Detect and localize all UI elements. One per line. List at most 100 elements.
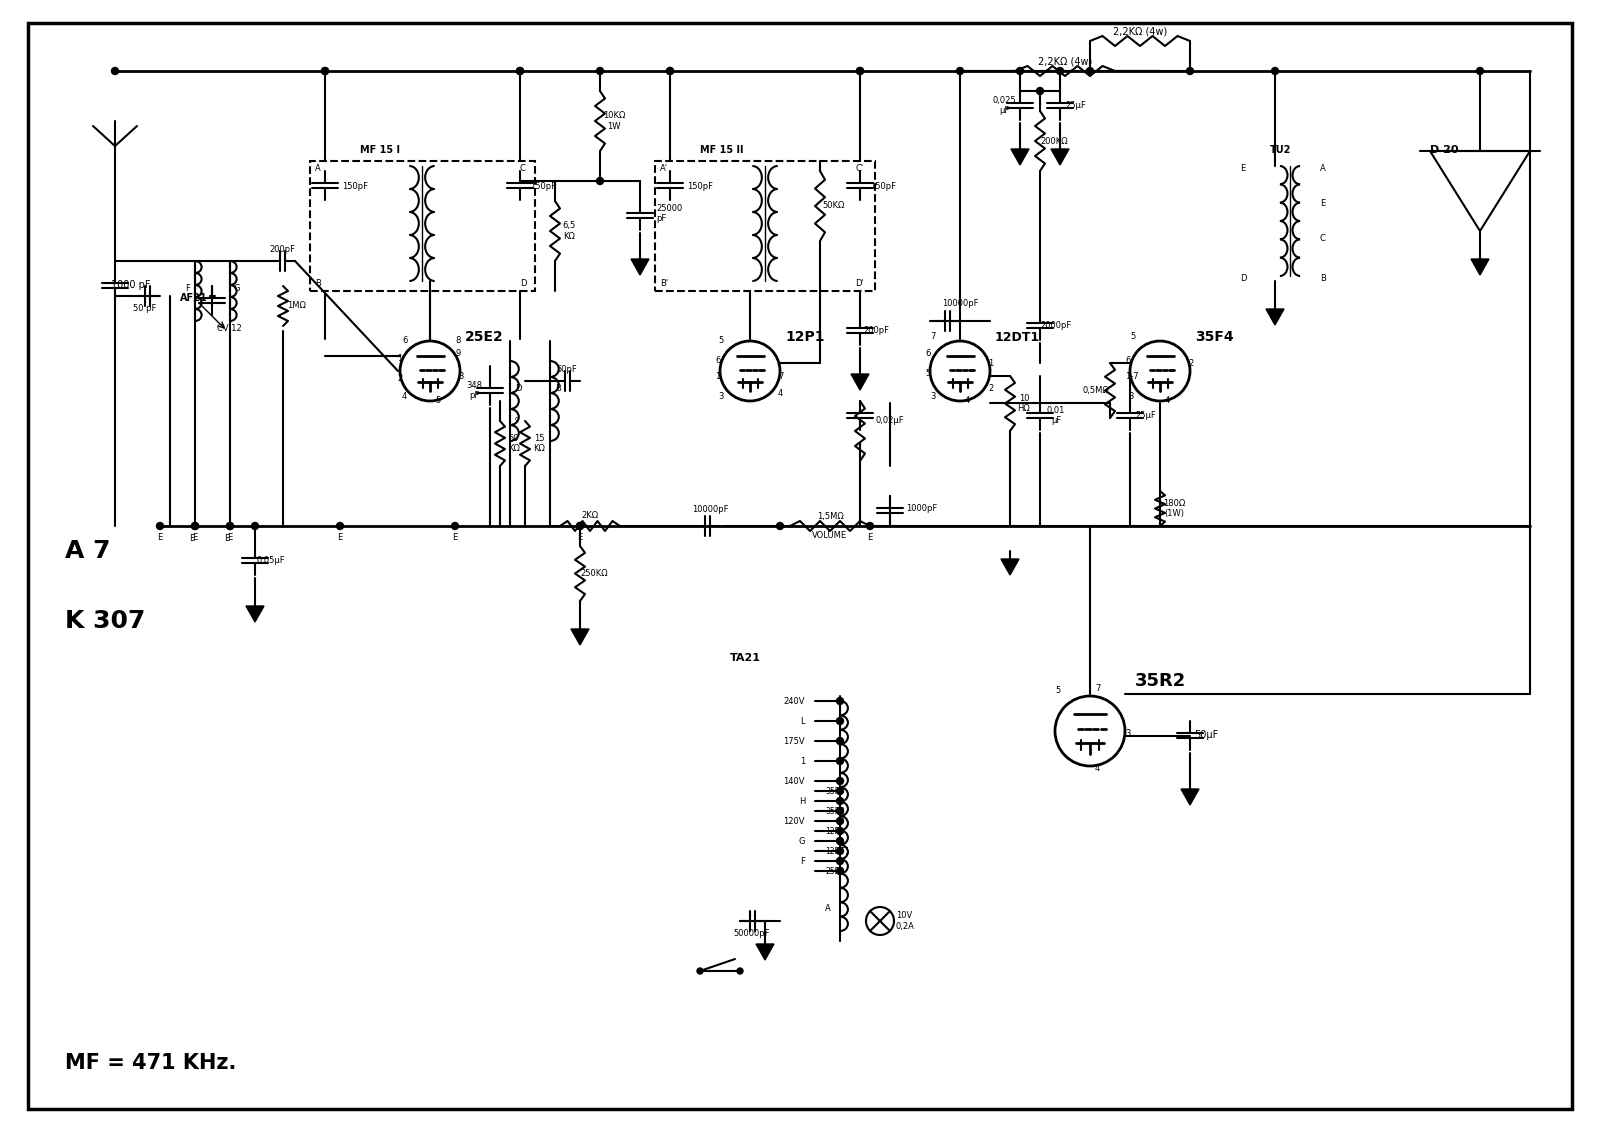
- Text: 200KΩ: 200KΩ: [1040, 137, 1067, 146]
- Text: 4: 4: [1094, 765, 1101, 772]
- Circle shape: [837, 867, 843, 874]
- Circle shape: [322, 68, 328, 75]
- Text: 2KΩ: 2KΩ: [581, 511, 598, 520]
- Text: 5: 5: [435, 396, 440, 405]
- Circle shape: [1086, 68, 1093, 75]
- Text: E: E: [1240, 164, 1245, 173]
- Text: E: E: [227, 533, 232, 542]
- Text: 35R2: 35R2: [826, 806, 845, 815]
- Circle shape: [837, 717, 843, 725]
- Text: 2: 2: [397, 374, 402, 383]
- Circle shape: [667, 68, 674, 75]
- Circle shape: [837, 698, 843, 705]
- Text: H: H: [798, 796, 805, 805]
- Text: 50μF: 50μF: [1194, 731, 1218, 741]
- Text: 200pF: 200pF: [269, 244, 294, 253]
- Circle shape: [837, 808, 843, 814]
- Text: E: E: [189, 534, 195, 543]
- Circle shape: [517, 68, 523, 75]
- Text: 12DT1: 12DT1: [995, 331, 1040, 344]
- Text: L: L: [800, 717, 805, 725]
- Text: MF 15 I: MF 15 I: [360, 145, 400, 155]
- Circle shape: [451, 523, 459, 529]
- Text: 6: 6: [925, 349, 930, 359]
- Text: 120V: 120V: [784, 817, 805, 826]
- Text: 5: 5: [1054, 687, 1061, 696]
- Text: 50
KΩ: 50 KΩ: [509, 434, 520, 454]
- Text: D 20: D 20: [1430, 145, 1459, 155]
- Text: 12DT1: 12DT1: [826, 846, 850, 855]
- Text: 50000pF: 50000pF: [734, 929, 770, 938]
- Text: 348
pF: 348 pF: [466, 381, 482, 400]
- Text: 1: 1: [715, 372, 720, 381]
- Text: 150pF: 150pF: [342, 182, 368, 191]
- Text: A 7: A 7: [66, 539, 110, 563]
- Circle shape: [322, 68, 328, 75]
- Text: 250KΩ: 250KΩ: [581, 569, 608, 578]
- Text: 1000pF: 1000pF: [906, 504, 938, 513]
- Circle shape: [576, 523, 584, 529]
- Bar: [310, 161, 534, 291]
- Text: 1MΩ: 1MΩ: [288, 302, 307, 311]
- Circle shape: [1272, 68, 1278, 75]
- Circle shape: [1037, 87, 1043, 95]
- Text: 0,025
μF: 0,025 μF: [992, 96, 1016, 115]
- Text: 4: 4: [965, 396, 970, 405]
- Text: E: E: [867, 533, 872, 542]
- Text: G: G: [234, 284, 240, 293]
- Text: D': D': [854, 279, 864, 288]
- Circle shape: [837, 857, 843, 864]
- Text: B': B': [661, 279, 669, 288]
- Text: E: E: [157, 533, 163, 542]
- Text: 25E2: 25E2: [466, 330, 504, 344]
- Circle shape: [957, 68, 963, 75]
- Polygon shape: [246, 606, 264, 622]
- Text: 6: 6: [715, 356, 720, 365]
- Text: 12P1: 12P1: [786, 330, 824, 344]
- Text: 5: 5: [1130, 333, 1136, 342]
- Text: 200pF: 200pF: [862, 326, 890, 335]
- Text: 175V: 175V: [784, 736, 805, 745]
- Text: 9: 9: [454, 349, 461, 359]
- Text: C: C: [1320, 234, 1326, 243]
- Circle shape: [1187, 68, 1194, 75]
- Text: 35F4: 35F4: [826, 786, 845, 795]
- Text: 4: 4: [402, 392, 408, 402]
- Circle shape: [837, 737, 843, 744]
- Text: A': A': [661, 164, 669, 173]
- Text: 150pF: 150pF: [870, 182, 896, 191]
- Text: 10V: 10V: [896, 912, 912, 921]
- Text: 3: 3: [718, 392, 723, 402]
- Circle shape: [738, 968, 742, 974]
- Circle shape: [837, 837, 843, 845]
- Text: 6: 6: [1125, 356, 1130, 365]
- Text: F: F: [800, 856, 805, 865]
- Circle shape: [1477, 68, 1483, 75]
- Polygon shape: [757, 944, 774, 960]
- Circle shape: [576, 523, 584, 529]
- Circle shape: [837, 847, 843, 855]
- Text: 6: 6: [402, 336, 408, 345]
- Text: 50KΩ: 50KΩ: [822, 201, 845, 210]
- Text: B: B: [555, 385, 562, 392]
- Text: 1: 1: [397, 354, 402, 363]
- Polygon shape: [1051, 149, 1069, 165]
- Text: 7: 7: [1094, 684, 1101, 693]
- Text: 5: 5: [718, 336, 723, 345]
- Text: 10000pF: 10000pF: [691, 506, 728, 513]
- Text: 1: 1: [989, 359, 994, 368]
- Bar: [654, 161, 875, 291]
- Text: 35R2: 35R2: [1134, 672, 1186, 690]
- Text: 2: 2: [989, 385, 994, 392]
- Text: 240V: 240V: [784, 697, 805, 706]
- Text: 0,05μF: 0,05μF: [256, 556, 285, 566]
- Text: D: D: [1240, 274, 1246, 283]
- Text: 10
HΩ: 10 HΩ: [1018, 394, 1030, 413]
- Polygon shape: [571, 629, 589, 645]
- Polygon shape: [1470, 259, 1490, 275]
- Text: F: F: [186, 284, 190, 293]
- Circle shape: [837, 818, 843, 824]
- Polygon shape: [1002, 559, 1019, 575]
- Text: 1,5MΩ: 1,5MΩ: [816, 511, 843, 520]
- Text: 140V: 140V: [784, 777, 805, 786]
